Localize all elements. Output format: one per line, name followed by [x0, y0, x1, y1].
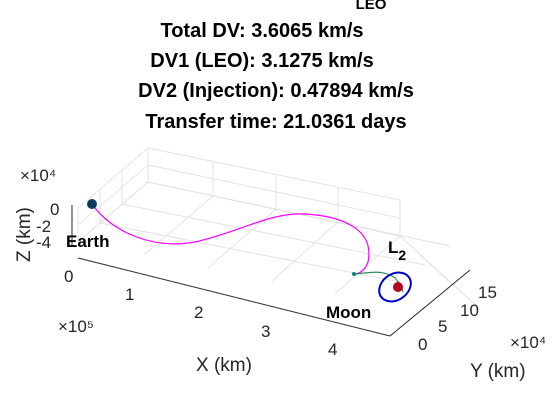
y-tick-label: 0 — [418, 335, 427, 354]
y-tick-labels: 0 5 10 15 — [418, 283, 497, 354]
y-axis-exponent: ×10⁴ — [510, 333, 546, 352]
y-tick-label: 10 — [460, 301, 479, 320]
z-tick-label: 0 — [50, 200, 59, 219]
l2-label-main: L — [388, 238, 398, 257]
x-tick-label: 0 — [64, 267, 73, 286]
z-axis-exponent: ×10⁴ — [20, 166, 56, 185]
x-axis-label: X (km) — [196, 355, 252, 376]
y-axis-label: Y (km) — [470, 361, 526, 382]
x-tick-label: 3 — [261, 322, 270, 341]
injection-point-marker — [352, 272, 356, 276]
chart-title-line-4: Transfer time: 21.0361 days — [145, 111, 406, 133]
chart-title-line-1: Total DV: 3.6065 km/s — [160, 20, 363, 42]
moon-label: Moon — [326, 303, 371, 322]
x-axis-exponent: ×10⁵ — [58, 317, 94, 336]
earth-marker — [87, 199, 97, 209]
y-axis-line — [389, 269, 471, 337]
x-tick-labels: 0 1 2 3 4 — [64, 267, 337, 359]
grid-lines — [77, 147, 479, 308]
z-tick-labels: -4 -2 0 — [36, 200, 59, 252]
y-tick-label: 5 — [438, 317, 447, 336]
z-tick-label: -4 — [36, 233, 51, 252]
chart-title-line-2: DV1 (LEO): 3.1275 km/s — [150, 50, 373, 72]
z-tick-label: -2 — [36, 217, 51, 236]
z-axis-label: Z (km) — [14, 207, 35, 262]
x-tick-label: 1 — [125, 285, 134, 304]
x-tick-label: 4 — [328, 340, 337, 359]
chart-title-line-0: LEO — [356, 0, 387, 13]
transfer-trajectory — [91, 203, 370, 275]
x-axis-line — [77, 257, 391, 337]
earth-label: Earth — [66, 232, 109, 251]
x-tick-label: 2 — [194, 303, 203, 322]
halo-orbit — [378, 271, 412, 303]
moon-marker — [393, 282, 403, 292]
l2-label-subscript: 2 — [398, 247, 406, 263]
y-tick-label: 15 — [478, 283, 497, 302]
chart-title-line-3: DV2 (Injection): 0.47894 km/s — [138, 80, 414, 102]
l2-label: L2 — [388, 238, 406, 263]
